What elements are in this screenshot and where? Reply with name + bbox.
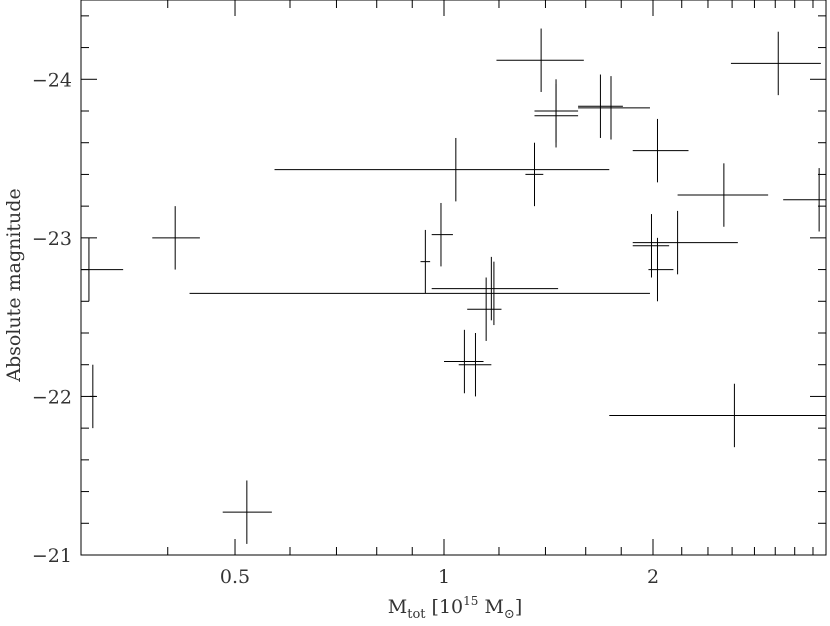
data-point [467, 277, 502, 341]
y-tick-label: −21 [32, 545, 72, 567]
data-points [81, 28, 826, 544]
data-point [444, 329, 484, 394]
y-tick-label: −23 [32, 228, 72, 250]
data-point [578, 76, 650, 140]
x-tick-labels: 0.5 1 2 [220, 566, 659, 588]
data-point [648, 237, 674, 302]
data-point [431, 202, 453, 267]
data-point [609, 383, 826, 448]
data-point [458, 333, 492, 397]
x-axis-label: Mtot [1015 M⊙] [388, 594, 523, 622]
data-point [420, 229, 431, 294]
axis-ticks [80, 0, 826, 556]
y-tick-label: −24 [32, 69, 72, 91]
plot-frame [80, 0, 827, 556]
x-tick-label: 2 [647, 566, 659, 588]
data-point [81, 237, 124, 302]
x-tick-label: 1 [438, 566, 450, 588]
data-point [152, 206, 200, 270]
y-axis-label: Absolute magnitude [3, 188, 25, 382]
data-point [189, 261, 650, 326]
x-tick-label: 0.5 [220, 566, 250, 588]
y-tick-labels: −21 −22 −23 −24 [32, 69, 72, 567]
data-point [730, 31, 821, 96]
data-point [431, 256, 559, 321]
data-point [632, 214, 670, 278]
data-point [534, 84, 579, 148]
data-point [677, 163, 769, 227]
data-point [222, 480, 272, 544]
data-point [783, 168, 826, 232]
data-point [274, 137, 610, 202]
data-point [632, 210, 738, 275]
data-point [578, 74, 623, 138]
y-tick-label: −22 [32, 386, 72, 408]
data-point [89, 364, 96, 429]
data-point [632, 118, 689, 183]
data-point [525, 142, 544, 207]
data-point [496, 28, 584, 92]
